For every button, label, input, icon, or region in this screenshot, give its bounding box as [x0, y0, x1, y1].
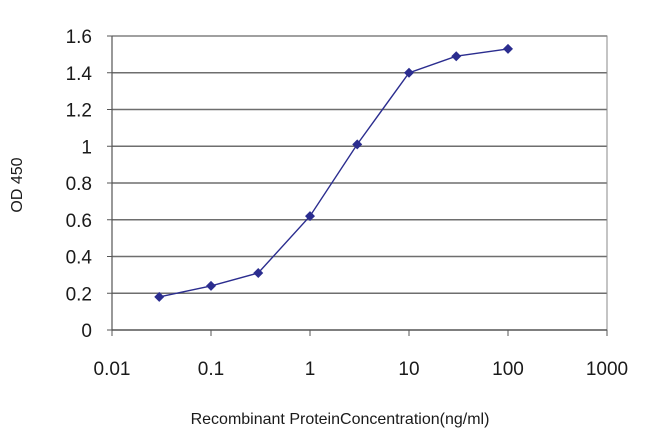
data-point — [253, 268, 264, 279]
data-point — [503, 43, 513, 54]
data-point — [451, 51, 462, 62]
x-axis-title: Recombinant ProteinConcentration(ng/ml) — [191, 411, 490, 428]
data-point — [352, 139, 363, 150]
x-tick-label: 100 — [492, 359, 524, 380]
data-point — [404, 67, 414, 78]
axes — [107, 35, 608, 336]
y-tick-label: 0 — [81, 321, 92, 342]
y-axis-title: OD 450 — [9, 157, 26, 212]
x-tick-label: 10 — [398, 359, 419, 380]
y-tick-label: 1 — [81, 137, 92, 158]
y-tick-label: 1.4 — [66, 64, 93, 85]
y-tick-label: 0.2 — [66, 284, 92, 305]
y-tick-label: 1.2 — [66, 101, 92, 122]
y-tick-label: 0.4 — [66, 248, 93, 269]
y-tick-label: 0.6 — [66, 211, 92, 232]
x-tick-labels: 0.01 0.1 1 10 100 1000 — [94, 359, 629, 380]
data-point — [305, 211, 315, 222]
x-tick-label: 0.1 — [198, 359, 224, 380]
x-tick-label: 0.01 — [94, 359, 131, 380]
y-tick-label: 1.6 — [66, 27, 92, 48]
y-tick-labels: 0 0.2 0.4 0.6 0.8 1 1.2 1.4 1.6 — [66, 27, 93, 342]
y-tick-label: 0.8 — [66, 174, 92, 195]
grid-lines — [112, 35, 607, 295]
data-point — [154, 291, 165, 302]
series-layer — [154, 43, 513, 302]
data-point — [206, 280, 216, 291]
x-tick-label: 1000 — [586, 359, 628, 380]
series-line — [159, 48, 509, 298]
x-tick-label: 1 — [305, 359, 316, 380]
